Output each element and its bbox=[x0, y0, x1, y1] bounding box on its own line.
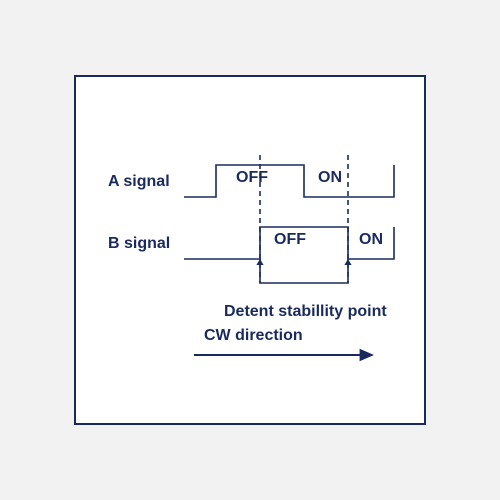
diagram-frame: A signal OFF ON B signal OFF ON Detent s… bbox=[74, 75, 426, 425]
signal-b-off-text: OFF bbox=[274, 231, 306, 249]
cw-direction-label: CW direction bbox=[204, 327, 303, 345]
signal-a-off-text: OFF bbox=[236, 169, 268, 187]
signal-b-on-text: ON bbox=[359, 231, 383, 249]
detent-label: Detent stabillity point bbox=[224, 303, 387, 321]
signal-b-label: B signal bbox=[108, 235, 170, 253]
signal-a-label: A signal bbox=[108, 173, 170, 191]
signal-a-on-text: ON bbox=[318, 169, 342, 187]
